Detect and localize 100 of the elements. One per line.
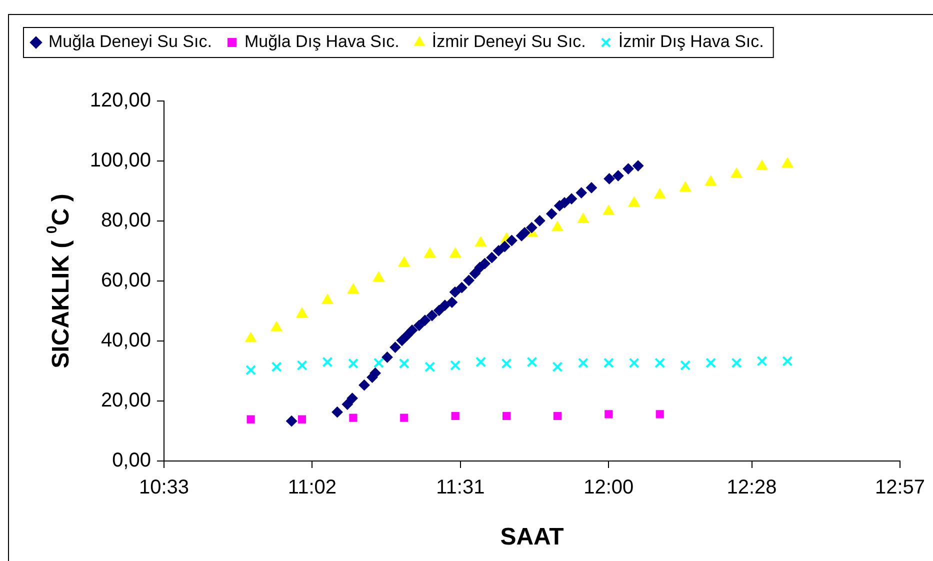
point [479, 258, 490, 270]
point [534, 215, 546, 226]
point [348, 284, 359, 294]
point [322, 294, 334, 304]
point [373, 358, 384, 368]
y-tick-label: 120,00 [90, 90, 151, 112]
y-tick-label: 80,00 [100, 210, 151, 232]
point [414, 320, 425, 331]
point [450, 248, 462, 258]
point [246, 364, 256, 376]
point [424, 248, 436, 258]
point [553, 412, 562, 420]
point [705, 176, 716, 186]
point [731, 358, 742, 368]
y-tick-label: 40,00 [100, 330, 151, 352]
point [506, 235, 518, 246]
point [419, 314, 430, 326]
point [349, 414, 358, 422]
point [476, 356, 486, 368]
point [782, 158, 794, 168]
y-tick-label: 20,00 [100, 390, 151, 412]
point [552, 362, 563, 372]
point [342, 398, 353, 410]
point [439, 300, 450, 311]
legend-label: İzmir Deneyi Su Sıc. [432, 32, 586, 52]
point [469, 268, 480, 279]
legend-label: Muğla Dış Hava Sıc. [244, 32, 400, 52]
point [502, 412, 511, 420]
point [456, 282, 468, 294]
point [526, 222, 538, 234]
point [426, 310, 438, 321]
point [298, 415, 306, 424]
y-axis-title: SICAKLIK ( 0C ) [44, 194, 75, 368]
point [450, 360, 461, 371]
point [566, 193, 578, 204]
point [486, 252, 498, 264]
y-tick-label: 0,00 [112, 450, 151, 472]
x-tick-label: 10:33 [138, 476, 190, 499]
point [552, 221, 564, 232]
point [434, 304, 445, 316]
point [406, 324, 418, 336]
point [730, 168, 742, 178]
point [463, 274, 474, 286]
x-tick-label: 12:00 [584, 476, 634, 499]
point [332, 406, 343, 418]
point [628, 358, 640, 368]
point [286, 416, 298, 427]
point [446, 296, 458, 308]
point [501, 358, 512, 369]
point [622, 163, 634, 174]
x-axis-title: SAAT [500, 524, 564, 551]
point [270, 321, 282, 332]
y-tick-label: 60,00 [100, 270, 151, 292]
point [382, 352, 393, 363]
point [348, 358, 358, 369]
point [680, 182, 692, 192]
point [604, 410, 613, 418]
point [586, 182, 597, 194]
point [396, 334, 408, 346]
point [296, 360, 308, 371]
point [346, 392, 358, 404]
point [475, 236, 486, 246]
point [372, 272, 384, 282]
legend-label: İzmir Dış Hava Sıc. [618, 32, 764, 52]
x-tick-label: 12:28 [726, 476, 777, 499]
point [519, 227, 530, 238]
point [632, 160, 644, 172]
point [656, 410, 664, 418]
x-tick-label: 11:02 [288, 476, 336, 499]
point [602, 204, 614, 215]
point [322, 356, 333, 368]
point [400, 414, 408, 422]
point [358, 380, 370, 391]
point [398, 256, 410, 266]
point [578, 358, 588, 368]
point [402, 330, 413, 341]
point [246, 415, 255, 424]
point [576, 187, 587, 198]
legend-label: Muğla Deneyi Su Sıc. [48, 32, 212, 52]
x-tick-label: 11:31 [436, 476, 485, 499]
y-tick-label: 100,00 [90, 150, 151, 172]
point [296, 308, 308, 318]
x-tick-label: 12:57 [874, 476, 926, 499]
point [654, 358, 666, 368]
point [390, 342, 401, 353]
point [526, 356, 538, 368]
point [424, 362, 436, 372]
point [271, 362, 282, 372]
point [756, 160, 768, 170]
point [245, 332, 256, 342]
point [628, 196, 640, 206]
point [654, 188, 666, 198]
point [680, 360, 691, 371]
point [398, 358, 410, 369]
point [756, 356, 768, 366]
point [546, 208, 558, 220]
point [499, 241, 510, 252]
point [782, 356, 793, 366]
point [612, 170, 624, 182]
point [604, 173, 615, 184]
